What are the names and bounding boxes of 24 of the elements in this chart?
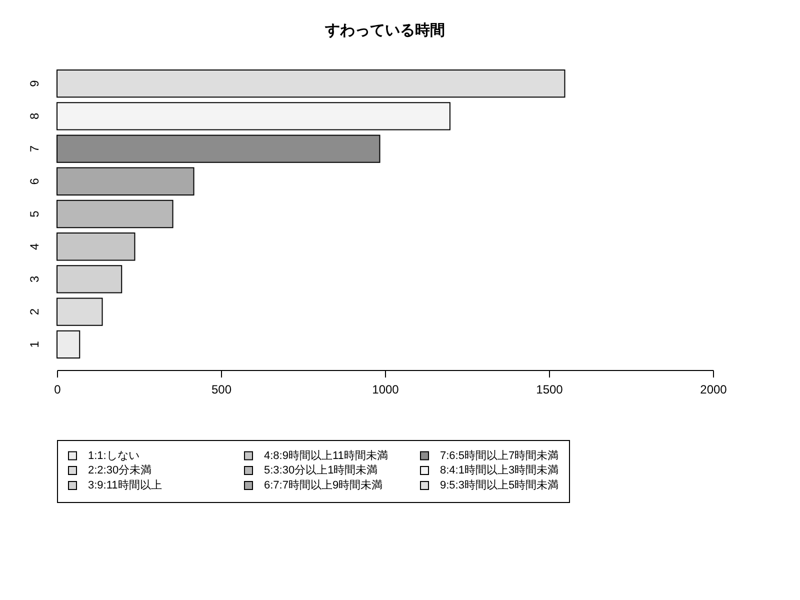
y-tick-label: 6	[28, 178, 42, 185]
legend-label: 8:4:1時間以上3時間未満	[440, 464, 559, 476]
y-tick-label: 8	[28, 112, 42, 120]
x-tick-label: 1500	[536, 382, 564, 396]
x-tick-label: 500	[211, 382, 232, 396]
chart-title: すわっている時間	[324, 22, 445, 39]
legend-label: 6:7:7時間以上9時間未満	[264, 478, 383, 492]
x-tick-label: 0	[54, 382, 62, 396]
y-tick-label: 1	[28, 340, 42, 348]
y-tick-label: 4	[28, 242, 42, 250]
y-tick-label: 2	[28, 308, 42, 316]
legend-label: 9:5:3時間以上5時間未満	[440, 478, 559, 492]
legend-label: 7:6:5時間以上7時間未満	[440, 448, 559, 462]
legend-label: 4:8:9時間以上11時間未満	[264, 448, 388, 462]
y-tick-label: 3	[28, 276, 42, 283]
y-tick-label: 9	[28, 80, 42, 87]
legend-label: 3:9:11時間以上	[88, 478, 162, 492]
x-tick-label: 2000	[700, 382, 728, 396]
legend-label: 5:3:30分以上1時間未満	[264, 464, 378, 476]
x-tick-label: 1000	[372, 382, 400, 396]
y-tick-label: 5	[28, 210, 42, 218]
legend-label: 2:2:30分未満	[88, 464, 152, 476]
y-tick-label: 7	[28, 145, 42, 152]
legend-label: 1:1:しない	[88, 450, 140, 462]
